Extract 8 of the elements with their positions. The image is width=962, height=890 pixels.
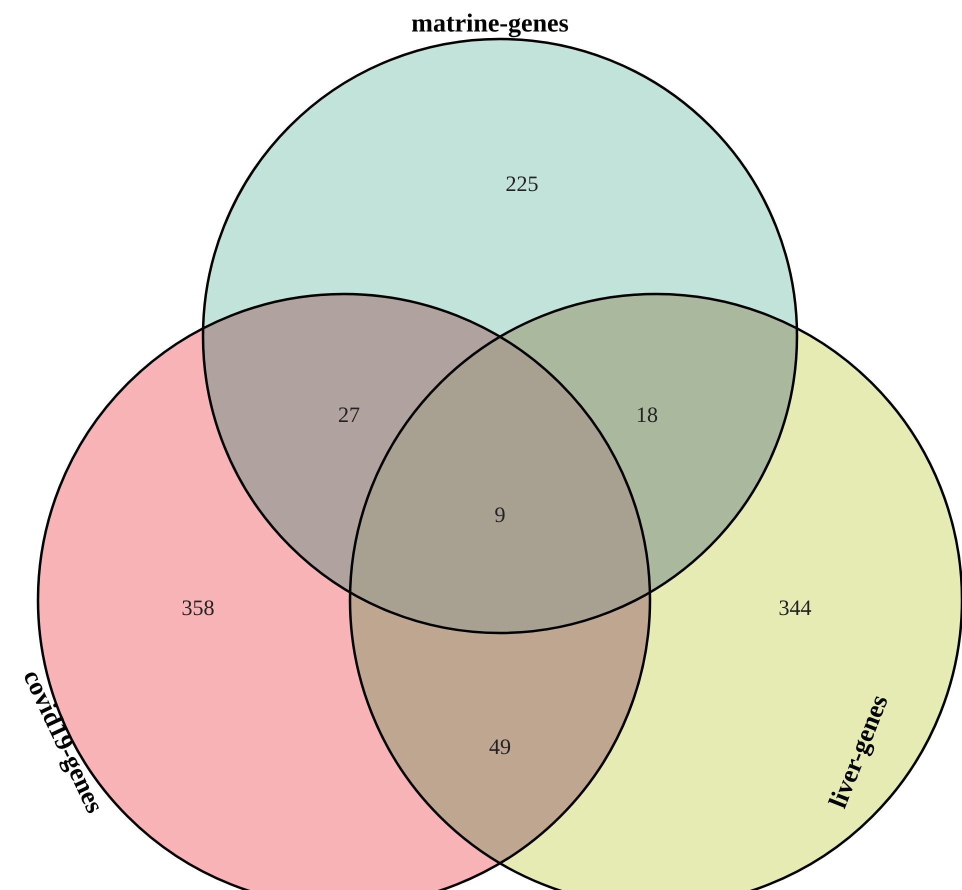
text: 18 — [636, 402, 658, 427]
data-label: 358 — [182, 594, 214, 620]
text: 27 — [338, 402, 360, 427]
data-label: 225 — [506, 170, 538, 196]
data-label: 344 — [778, 594, 812, 620]
text: 9 — [494, 502, 506, 527]
category-label: matrine-genes — [411, 8, 569, 38]
text: 49 — [489, 734, 511, 759]
